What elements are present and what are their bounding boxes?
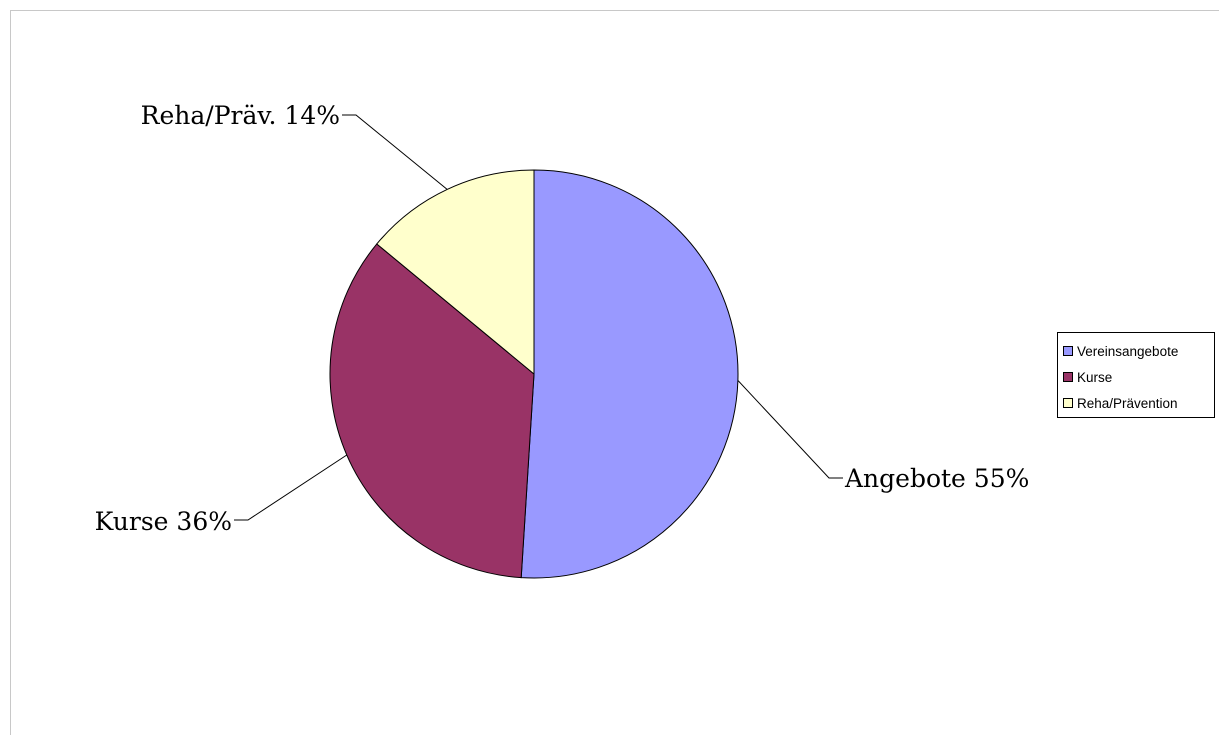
legend-item-vereinsangebote: Vereinsangebote <box>1063 338 1214 364</box>
leader-line <box>342 114 448 190</box>
leader-line <box>234 454 348 521</box>
legend-item-kurse: Kurse <box>1063 364 1214 390</box>
leader-line <box>737 380 843 479</box>
pie-slice-vereinsangebote <box>520 169 739 579</box>
slice-data-label: Reha/Präv. 14% <box>141 101 340 130</box>
slice-data-label: Kurse 36% <box>95 507 232 536</box>
legend: Vereinsangebote Kurse Reha/Prävention <box>1057 332 1215 418</box>
legend-item-reha-praevention: Reha/Prävention <box>1063 390 1214 416</box>
legend-swatch <box>1063 398 1073 408</box>
slice-data-label: Angebote 55% <box>844 464 1029 493</box>
legend-label: Reha/Prävention <box>1077 395 1178 411</box>
legend-label: Kurse <box>1077 369 1113 385</box>
legend-swatch <box>1063 372 1073 382</box>
legend-swatch <box>1063 346 1073 356</box>
legend-label: Vereinsangebote <box>1077 343 1179 359</box>
